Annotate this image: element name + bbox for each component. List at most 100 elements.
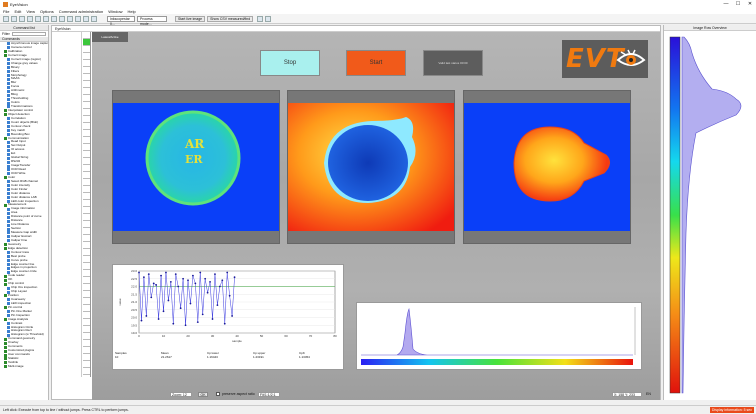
tree-item[interactable]: Morphology [1,74,48,78]
new-icon[interactable] [3,15,9,22]
menu-view[interactable]: View [26,8,35,14]
step-row[interactable] [83,340,90,347]
step-row[interactable] [83,46,90,53]
step-row[interactable] [83,347,90,354]
step-row[interactable] [83,291,90,298]
grid-icon[interactable] [91,15,97,22]
step-row[interactable] [83,116,90,123]
tree-item[interactable]: Histogram Rect [1,329,48,333]
tree-item[interactable]: Contour trace [1,251,48,255]
tree-item[interactable]: Arithmetic [1,89,48,93]
tree-item[interactable]: Histogram Circle [1,326,48,330]
show-csv-button[interactable]: Show CSV measured/find [207,15,254,22]
step-row[interactable] [83,263,90,270]
tree-item[interactable]: Key match [1,129,48,133]
menu-help[interactable]: Help [127,8,136,14]
step-row[interactable] [83,319,90,326]
tree-category[interactable]: Testlink [1,361,48,365]
step-row[interactable] [83,228,90,235]
tree-category[interactable]: Pin control [1,306,48,310]
tree-item[interactable]: OCR Write [1,172,48,176]
tree-item[interactable]: Section [1,227,48,231]
save-icon[interactable] [19,15,25,22]
tree-category[interactable]: Geometry [1,243,48,247]
menu-options[interactable]: Options [39,8,54,14]
tree-item[interactable]: LED color inspection [1,200,48,204]
tree-item[interactable]: RS232 [1,160,48,164]
run-icon[interactable] [51,15,57,22]
tree-item[interactable]: Best probe [1,255,48,259]
tree-item[interactable]: Measure Gap width [1,231,48,235]
camera-select[interactable]: Inkscopestar 0... [107,15,135,26]
tree-item[interactable]: Read Input [1,140,48,144]
tree-category[interactable]: Position [1,294,48,298]
step-row[interactable] [83,74,90,81]
step-row[interactable] [83,221,90,228]
step-row[interactable] [83,354,90,361]
tree-item[interactable]: Filters [1,70,48,74]
step-row[interactable] [83,123,90,130]
menu-edit[interactable]: Edit [14,8,22,14]
tree-category[interactable]: Customized plugins [1,349,48,353]
tree-item[interactable]: Color distance [1,192,48,196]
tree-item[interactable]: Edges in projection [1,266,48,270]
tree-item[interactable]: Line Distance [1,223,48,227]
step-row[interactable] [83,151,90,158]
step-row[interactable] [83,368,90,375]
tree-item[interactable]: Distance [1,219,48,223]
tree-item[interactable]: Color intensity [1,184,48,188]
tree-item[interactable]: Image information [1,207,48,211]
tree-item[interactable]: ImageTransfer [1,164,48,168]
settings-icon[interactable] [43,15,49,22]
step-row[interactable] [83,277,90,284]
step-row[interactable] [83,102,90,109]
layout-icon[interactable] [265,15,272,22]
image-icon[interactable] [35,15,41,22]
zoom-icon[interactable] [83,15,89,22]
camera-icon[interactable] [27,15,33,22]
menu-window[interactable]: Window [108,8,123,14]
tree-category[interactable]: Overlay [1,341,48,345]
tree-item[interactable]: IO access [1,148,48,152]
tree-item[interactable]: Color Finder [1,188,48,192]
tree-item[interactable]: Focus [1,85,48,89]
process-select[interactable]: Process mode... [137,15,167,26]
tree-item[interactable]: Curve probe [1,259,48,263]
tree-category[interactable]: Statistic [1,357,48,361]
tree-category[interactable]: Comments [1,345,48,349]
tree-item[interactable]: Chip Layout [1,290,48,294]
tree-category[interactable]: Calibration [1,50,48,54]
tree-category[interactable]: Edge detection [1,247,48,251]
tree-category[interactable]: Multi-image [1,365,48,369]
tree-item[interactable]: Histogram (w Threshold) [1,333,48,337]
step-row[interactable] [83,333,90,340]
step-row[interactable] [83,242,90,249]
step-row[interactable] [83,158,90,165]
tree-item[interactable]: Set Output [1,144,48,148]
tree-item[interactable]: Contrast [1,322,48,326]
filter-input[interactable] [11,32,46,36]
image-panel-3[interactable] [463,90,631,244]
tree-item[interactable]: Caliper Fine [1,239,48,243]
step-row[interactable] [83,270,90,277]
tree-category[interactable]: Color [1,176,48,180]
step-row[interactable] [83,207,90,214]
tree-item[interactable]: Asynchronous image capture [1,42,48,46]
tree-item[interactable]: Select RGB channel [1,180,48,184]
step-row[interactable] [83,326,90,333]
tree-item[interactable]: Camera control [1,46,48,50]
stop-button[interactable]: Stop [260,50,320,76]
step-row[interactable] [83,60,90,67]
image-panel-1[interactable]: AR ER [112,90,280,244]
tree-item[interactable]: Count objects (Blob) [1,121,48,125]
minimize-icon[interactable]: — [723,1,729,7]
tree-item[interactable]: Global String [1,156,48,160]
tree-item[interactable]: Colors [1,101,48,105]
tree-item[interactable]: Blur [1,81,48,85]
step-row[interactable] [83,172,90,179]
close-icon[interactable]: ✕ [747,1,753,7]
menu-command-administration[interactable]: Command administration [58,8,104,14]
step-row[interactable] [83,214,90,221]
tree-category[interactable]: Command geometry [1,337,48,341]
ok-button[interactable]: OK [198,392,208,397]
